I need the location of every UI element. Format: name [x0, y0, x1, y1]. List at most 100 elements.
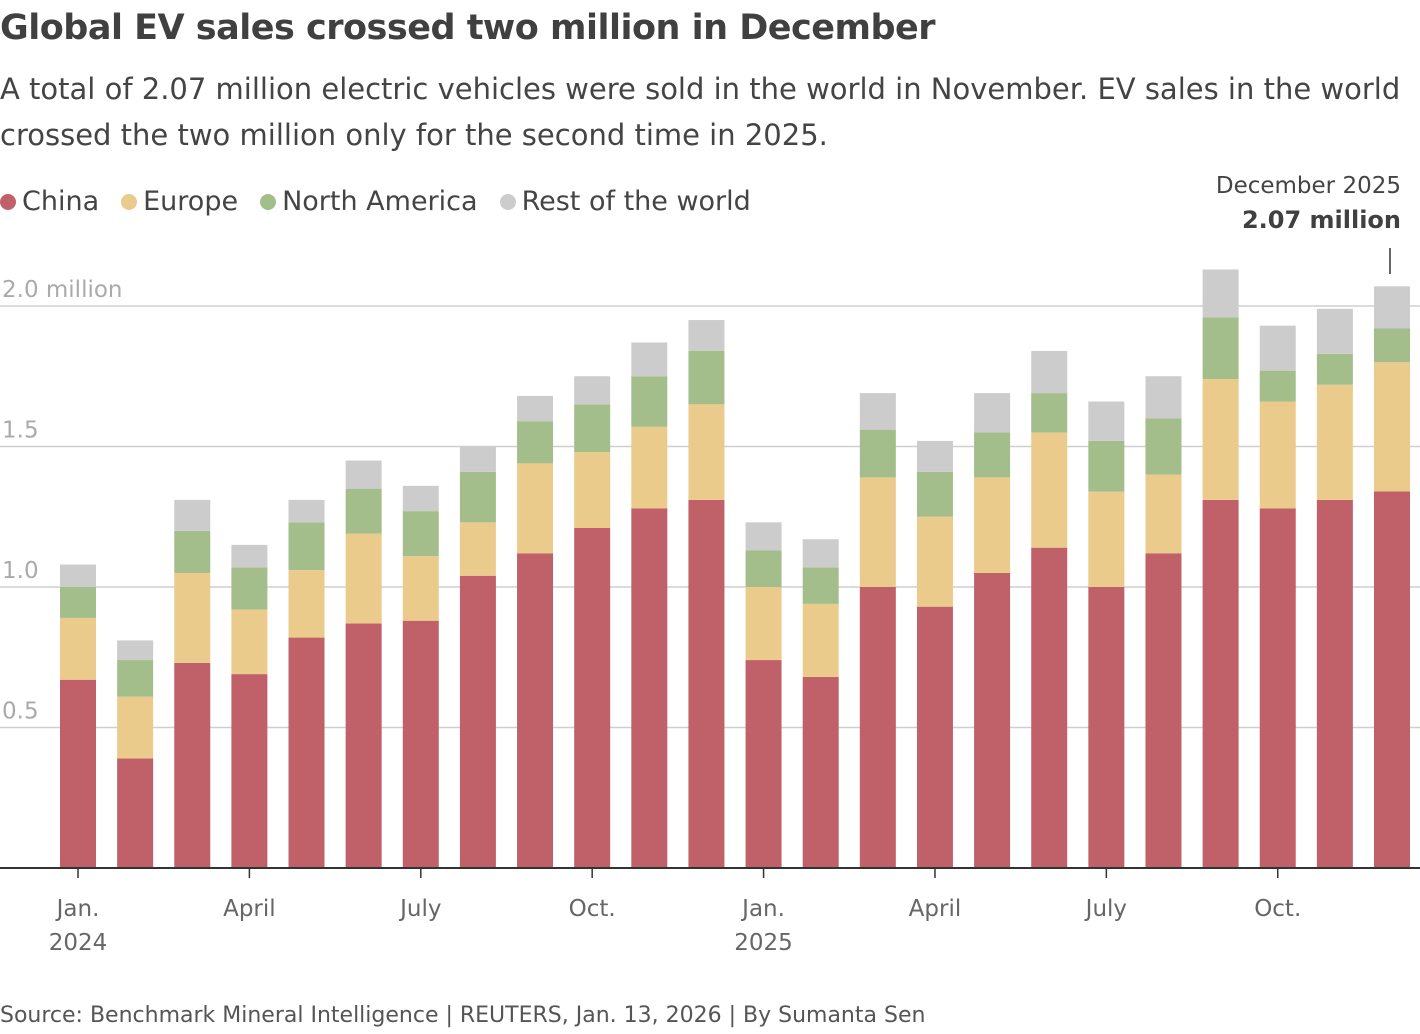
- bar-segment-china: [60, 679, 96, 868]
- bar-segment-china: [174, 662, 211, 868]
- bar-segment-rest-of-the-world: [631, 342, 668, 377]
- bar-segment-rest-of-the-world: [802, 539, 839, 568]
- bar-segment-china: [1031, 547, 1068, 868]
- bar-segment-north-america: [402, 511, 439, 557]
- bar-segment-rest-of-the-world: [117, 640, 154, 661]
- bar-segment-china: [1374, 491, 1410, 868]
- bar-segment-rest-of-the-world: [1031, 350, 1068, 394]
- bar-segment-north-america: [174, 530, 211, 573]
- source-note: Source: Benchmark Mineral Intelligence |…: [0, 1003, 926, 1028]
- bar-segment-rest-of-the-world: [1316, 308, 1353, 354]
- x-tick-sublabel: 2025: [734, 930, 793, 956]
- bar-segment-china: [974, 572, 1011, 868]
- chart-title: Global EV sales crossed two million in D…: [0, 8, 936, 48]
- bar-segment-north-america: [1374, 328, 1410, 363]
- bar-segment-rest-of-the-world: [402, 485, 439, 512]
- bar-segment-china: [1145, 553, 1182, 868]
- bar-segment-rest-of-the-world: [1202, 269, 1239, 318]
- bar-segment-rest-of-the-world: [174, 499, 211, 531]
- bar-segment-europe: [1145, 474, 1182, 554]
- legend-label: North America: [282, 186, 478, 217]
- bar-segment-north-america: [345, 488, 382, 534]
- bar-segment-europe: [1202, 379, 1239, 500]
- x-tick-label: Oct.: [569, 896, 616, 922]
- bar-segment-north-america: [974, 432, 1011, 478]
- legend-item: Rest of the world: [499, 186, 751, 217]
- bar-segment-north-america: [517, 421, 554, 464]
- legend-label: China: [22, 186, 100, 217]
- annotation-label: December 2025: [1216, 173, 1401, 199]
- bar-segment-europe: [1088, 491, 1125, 587]
- bar-segment-europe: [631, 426, 668, 509]
- x-tick-label: April: [909, 896, 962, 922]
- x-tick-label: April: [223, 896, 276, 922]
- bar-segment-rest-of-the-world: [459, 446, 496, 472]
- legend-item: China: [0, 186, 99, 217]
- bar-segment-rest-of-the-world: [974, 393, 1011, 433]
- bar-segment-europe: [1374, 362, 1410, 492]
- bar-segment-europe: [231, 609, 268, 675]
- legend-swatch: [260, 193, 277, 210]
- legend-item: Europe: [121, 186, 238, 217]
- bar-segment-europe: [60, 617, 96, 680]
- bar-segment-china: [745, 660, 782, 868]
- bar-segment-china: [288, 637, 325, 868]
- legend-swatch: [0, 193, 16, 210]
- bar-segment-north-america: [1031, 393, 1068, 433]
- bar-segment-north-america: [288, 522, 325, 571]
- bar-segment-north-america: [802, 567, 839, 604]
- bar-segment-china: [916, 606, 953, 868]
- legend-label: Rest of the world: [521, 186, 751, 217]
- bar-segment-rest-of-the-world: [688, 320, 725, 351]
- x-tick-label: Jan.: [55, 896, 100, 922]
- bar-segment-north-america: [231, 567, 268, 610]
- bar-segment-north-america: [459, 471, 496, 523]
- bar-segment-europe: [1259, 401, 1296, 509]
- y-tick-label: 0.5: [2, 699, 39, 725]
- x-tick-label: July: [398, 896, 441, 922]
- bar-segment-europe: [574, 452, 611, 528]
- legend-item: North America: [260, 186, 478, 217]
- bar-segment-europe: [974, 477, 1011, 573]
- y-tick-label: 1.0: [2, 558, 39, 584]
- bar-segment-north-america: [859, 429, 896, 478]
- bar-segment-europe: [517, 463, 554, 554]
- bar-segment-rest-of-the-world: [859, 393, 896, 430]
- bar-segment-rest-of-the-world: [517, 395, 554, 422]
- annotation-value: 2.07 million: [1242, 206, 1401, 234]
- bar-segment-rest-of-the-world: [231, 544, 268, 568]
- bar-segment-rest-of-the-world: [345, 460, 382, 489]
- bar-segment-china: [1088, 587, 1125, 868]
- bar-segment-rest-of-the-world: [1259, 325, 1296, 371]
- bar-segment-europe: [345, 533, 382, 624]
- bar-segment-rest-of-the-world: [60, 564, 96, 587]
- bar-segment-rest-of-the-world: [1374, 286, 1410, 329]
- bar-segment-north-america: [574, 404, 611, 453]
- x-tick-label: July: [1084, 896, 1127, 922]
- bar-segment-europe: [402, 556, 439, 621]
- bar-segment-north-america: [117, 660, 154, 697]
- bar-segment-rest-of-the-world: [1088, 401, 1125, 441]
- bar-segment-europe: [288, 570, 325, 638]
- bar-segment-china: [1202, 499, 1239, 868]
- bar-segment-rest-of-the-world: [288, 499, 325, 523]
- bar-segment-north-america: [1316, 353, 1353, 385]
- bar-segment-china: [574, 527, 611, 868]
- bar-segment-europe: [174, 572, 211, 663]
- x-tick-label: Jan.: [740, 896, 785, 922]
- bar-segment-europe: [745, 587, 782, 661]
- bar-segment-europe: [1316, 384, 1353, 500]
- bar-segment-china: [345, 623, 382, 868]
- bar-segment-europe: [916, 516, 953, 607]
- y-tick-label: 1.5: [2, 418, 39, 444]
- legend-label: Europe: [143, 186, 239, 217]
- bar-segment-north-america: [916, 471, 953, 517]
- bar-segment-north-america: [1145, 418, 1182, 475]
- legend: China Europe North America Rest of the worl…: [0, 186, 751, 217]
- bar-segment-europe: [117, 696, 154, 759]
- bar-segment-north-america: [631, 376, 668, 427]
- bar-segment-china: [1259, 508, 1296, 868]
- bar-segment-rest-of-the-world: [916, 440, 953, 472]
- bar-segment-europe: [688, 404, 725, 500]
